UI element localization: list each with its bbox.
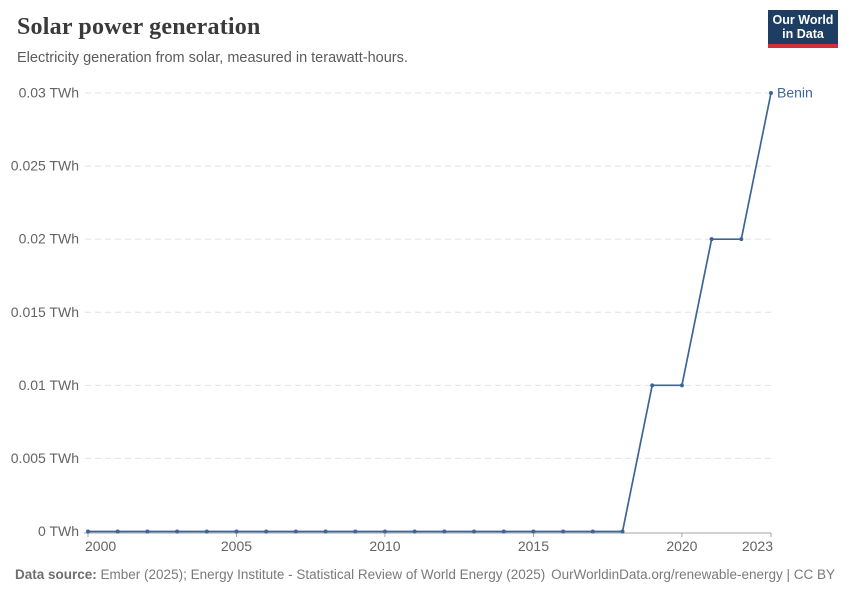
owid-logo-text: Our World in Data (773, 13, 834, 41)
data-point[interactable] (264, 529, 269, 534)
data-point[interactable] (145, 529, 150, 534)
x-tick-label: 2000 (85, 538, 116, 554)
data-point[interactable] (234, 529, 239, 534)
data-point[interactable] (204, 529, 209, 534)
data-point[interactable] (501, 529, 506, 534)
data-point[interactable] (323, 529, 328, 534)
owid-logo-line2: in Data (782, 27, 824, 41)
data-point[interactable] (353, 529, 358, 534)
y-tick-label: 0.01 TWh (19, 377, 79, 393)
owid-logo-line1: Our World (772, 13, 834, 27)
data-point[interactable] (739, 237, 744, 242)
data-point[interactable] (442, 529, 447, 534)
data-point[interactable] (382, 529, 387, 534)
data-point[interactable] (769, 91, 773, 95)
chart-subtitle: Electricity generation from solar, measu… (17, 50, 408, 66)
data-point[interactable] (590, 529, 595, 534)
y-tick-label: 0.025 TWh (11, 158, 79, 174)
data-source-label: Data source: (15, 567, 97, 582)
data-point[interactable] (709, 237, 714, 242)
series-end-label[interactable]: Benin (777, 85, 813, 101)
data-point[interactable] (531, 529, 536, 534)
x-tick-label: 2015 (518, 538, 549, 554)
owid-logo[interactable]: Our World in Data (768, 10, 838, 48)
data-source: Data source: Ember (2025); Energy Instit… (15, 567, 545, 582)
data-point[interactable] (472, 529, 477, 534)
y-tick-label: 0.02 TWh (19, 231, 79, 247)
data-point[interactable] (115, 529, 120, 534)
x-tick-label: 2020 (666, 538, 697, 554)
chart-title: Solar power generation (17, 14, 261, 40)
data-point[interactable] (86, 529, 90, 534)
chart-footer: Data source: Ember (2025); Energy Instit… (15, 567, 835, 582)
data-point[interactable] (412, 529, 417, 534)
data-point[interactable] (293, 529, 298, 534)
x-tick-label: 2010 (369, 538, 400, 554)
x-tick-label: 2023 (742, 538, 773, 554)
y-tick-label: 0.015 TWh (11, 304, 79, 320)
data-point[interactable] (679, 383, 684, 388)
data-line[interactable] (88, 92, 772, 533)
data-point[interactable] (561, 529, 566, 534)
x-tick-label: 2005 (221, 538, 252, 554)
data-source-text: Ember (2025); Energy Institute - Statist… (96, 567, 546, 582)
y-tick-label: 0 TWh (38, 523, 79, 539)
chart-header: Solar power generation Electricity gener… (17, 14, 755, 66)
y-tick-label: 0.03 TWh (19, 85, 79, 101)
data-point[interactable] (620, 529, 625, 534)
data-point[interactable] (650, 383, 655, 388)
owid-url-link[interactable]: OurWorldinData.org/renewable-energy | CC… (551, 567, 835, 582)
y-tick-label: 0.005 TWh (11, 450, 79, 466)
data-point[interactable] (175, 529, 180, 534)
